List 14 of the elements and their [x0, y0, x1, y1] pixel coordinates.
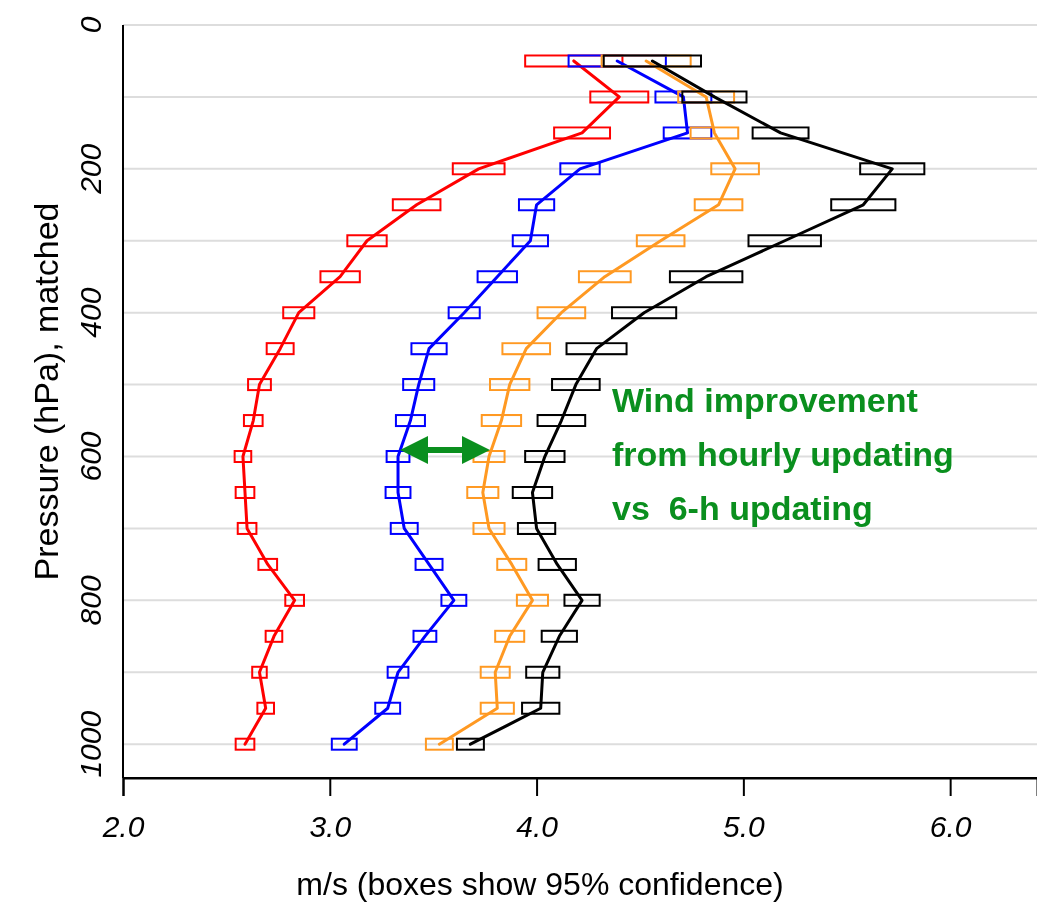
x-tick-label: 5.0 [723, 810, 766, 844]
x-tick-label: 6.0 [929, 810, 972, 844]
x-tick-label: 2.0 [101, 810, 145, 844]
annotation: Wind improvement from hourly updating vs 6-h updating [612, 381, 954, 527]
y-axis-title: Pressure (hPa), matched [27, 202, 65, 581]
y-tick-label: 400 [74, 287, 107, 338]
x-tick-label: 3.0 [309, 810, 352, 844]
y-tick-label: 1000 [74, 710, 107, 778]
y-tick-label: 600 [74, 431, 107, 482]
y-tick-label: 0 [74, 16, 107, 34]
x-tick-label: 4.0 [516, 810, 559, 844]
x-axis-title: m/s (boxes show 95% confidence) [296, 866, 784, 902]
y-tick-label: 800 [74, 575, 107, 626]
y-tick-label: 200 [74, 143, 107, 195]
